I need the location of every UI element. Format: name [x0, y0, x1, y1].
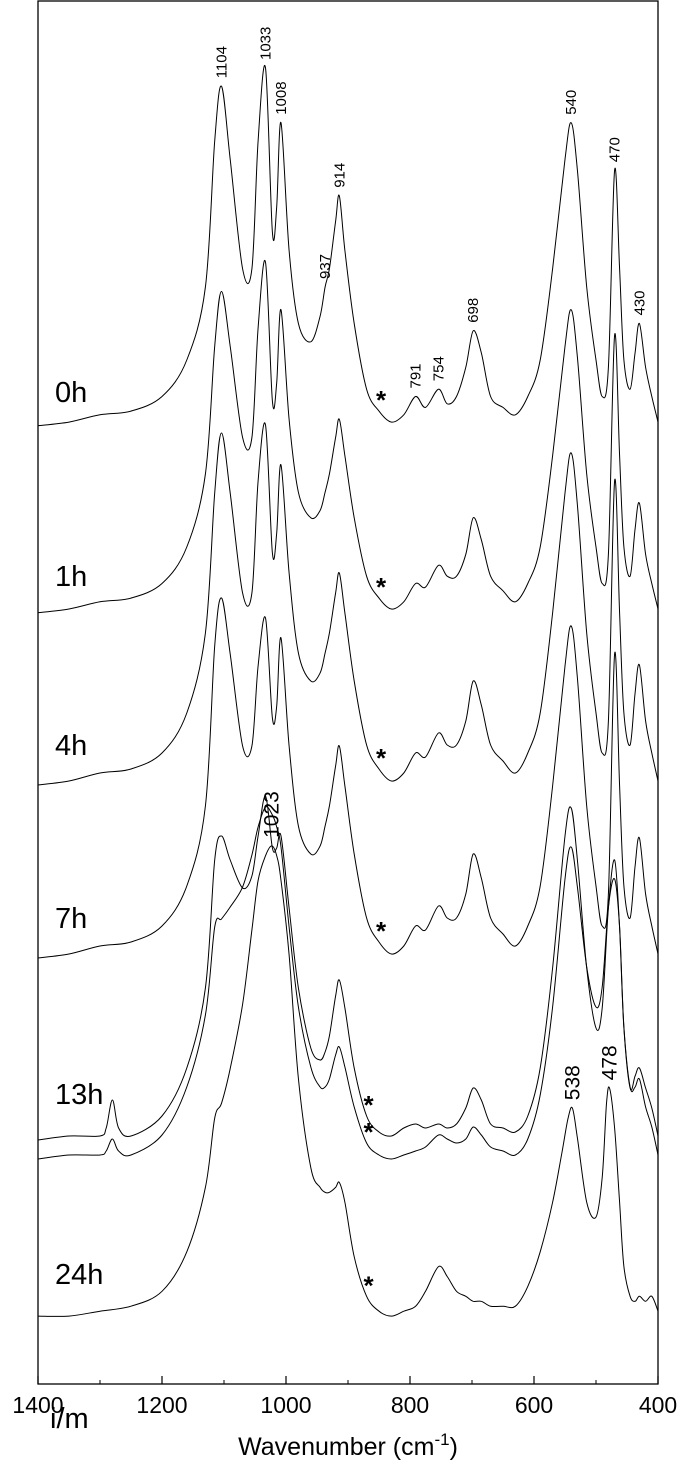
sample-labels: 0h 1h 4h 7h 13h 24h i/m — [50, 377, 103, 1435]
peak-label-791: 791 — [408, 363, 425, 388]
spectrum-line-13h — [37, 795, 659, 1141]
spectrum-line-i-m — [37, 845, 659, 1317]
asterisk-marker-24h: * — [364, 1117, 375, 1147]
spectrum-line-1h — [37, 259, 659, 614]
peak-label-478: 478 — [599, 1045, 622, 1080]
sample-label-7h: 7h — [55, 903, 87, 935]
x-axis-title: Wavenumber (cm-1) — [238, 1430, 458, 1461]
x-tick-label-800: 800 — [391, 1392, 429, 1418]
spectrum-line-4h — [37, 422, 659, 786]
spectrum-line-0h — [37, 65, 659, 427]
spectrum-line-7h — [37, 597, 659, 959]
asterisk-marker-0h: * — [376, 385, 387, 415]
sample-label-i-m: i/m — [50, 1403, 89, 1435]
x-tick-label-1200: 1200 — [136, 1392, 187, 1418]
x-tick-label-600: 600 — [515, 1392, 553, 1418]
x-tick-label-400: 400 — [639, 1392, 677, 1418]
peak-label-1023: 1023 — [261, 791, 284, 838]
peak-label-754: 754 — [431, 356, 448, 381]
peak-label-470: 470 — [607, 137, 624, 162]
spectrum-line-24h — [37, 806, 659, 1160]
spectra-traces — [37, 65, 659, 1317]
peak-label-540: 540 — [563, 90, 580, 115]
x-tick-label-1400: 1400 — [12, 1392, 63, 1418]
peak-label-698: 698 — [465, 298, 482, 323]
asterisk-marker-i-m: * — [364, 1270, 375, 1300]
peak-labels: 1033 1008 1104 937 914 791 754 698 540 470 430 1023… — [214, 27, 649, 1101]
peak-label-914: 914 — [331, 163, 348, 188]
asterisk-marker-4h: * — [376, 743, 387, 773]
peak-label-1008: 1008 — [273, 81, 290, 114]
plot-frame — [37, 0, 659, 1385]
sample-label-24h: 24h — [55, 1259, 103, 1291]
asterisk-marker-1h: * — [376, 572, 387, 602]
peak-label-937: 937 — [317, 254, 334, 279]
asterisk-markers: ******* — [364, 385, 387, 1300]
peak-label-1104: 1104 — [214, 46, 231, 78]
x-tick-label-1000: 1000 — [260, 1392, 311, 1418]
sample-label-0h: 0h — [55, 377, 87, 409]
peak-label-538: 538 — [561, 1065, 584, 1100]
asterisk-marker-13h: * — [364, 1090, 375, 1120]
sample-label-13h: 13h — [55, 1079, 103, 1111]
x-axis: 1400 1200 1000 800 600 400 — [12, 1376, 677, 1418]
peak-label-1033: 1033 — [258, 27, 275, 60]
sample-label-4h: 4h — [55, 730, 87, 762]
asterisk-marker-7h: * — [376, 916, 387, 946]
sample-label-1h: 1h — [55, 561, 87, 593]
peak-label-430: 430 — [631, 290, 648, 315]
